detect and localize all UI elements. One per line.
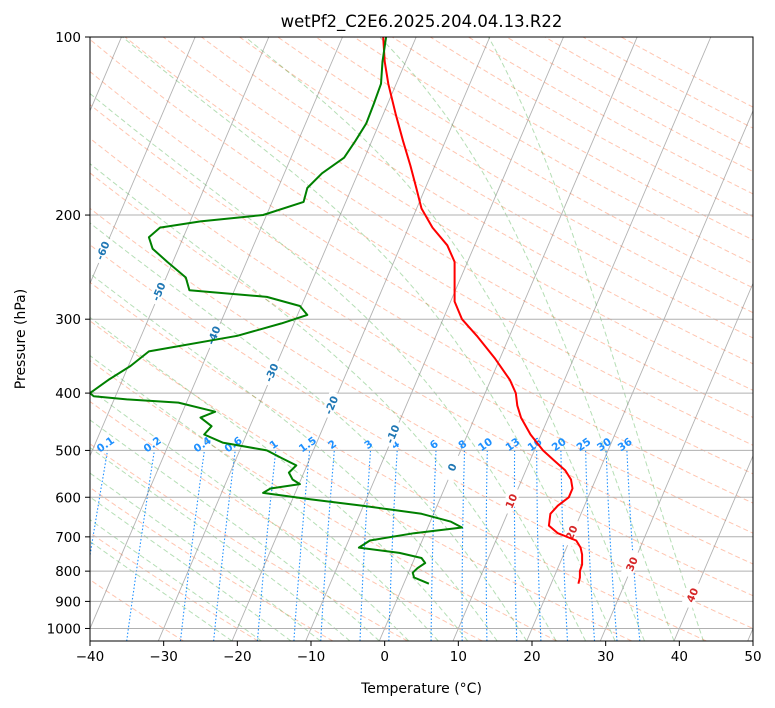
- sounding-profiles: [90, 37, 584, 585]
- isotherm: [90, 37, 196, 285]
- background-lines: [90, 37, 753, 641]
- isotherm-label-bg: [381, 419, 403, 449]
- isotherm-label: 0: [440, 452, 463, 482]
- moist-adiabat: [90, 355, 439, 641]
- isotherm-label-bg: [260, 358, 282, 387]
- dry-adiabat: [201, 37, 753, 365]
- dry-adiabat: [90, 532, 259, 641]
- isotherm-label-text: 30: [624, 555, 641, 573]
- dry-adiabat: [90, 244, 753, 630]
- dry-adiabat: [162, 37, 753, 391]
- temperature-line: [382, 37, 584, 584]
- isotherm: [378, 37, 638, 641]
- mixing-ratio-line: [213, 450, 236, 641]
- isotherm: [231, 37, 491, 641]
- pressure-grid: [90, 37, 753, 629]
- dry-adiabat: [90, 400, 483, 641]
- isotherm: [673, 454, 753, 641]
- x-axis-title: Temperature (°C): [360, 681, 482, 697]
- y-tick-label: 400: [55, 386, 81, 402]
- isotherm-label-bg: [147, 277, 169, 306]
- dry-adiabat: [90, 103, 753, 504]
- mixing-ratio-line: [430, 450, 437, 641]
- isotherm-label-text: 40: [685, 586, 702, 604]
- isotherm: [157, 37, 417, 641]
- moist-adiabat: [90, 472, 321, 641]
- isotherm-label-bg: [440, 452, 463, 482]
- moist-adiabat: [90, 388, 410, 641]
- x-tick-label: 40: [671, 649, 688, 665]
- isotherm: [305, 37, 564, 641]
- mixing-ratio-line: [605, 450, 618, 641]
- y-tick-label: 700: [55, 530, 81, 546]
- chart-title: wetPf2_C2E6.2025.204.04.13.R22: [281, 12, 563, 32]
- dry-adiabat: [90, 320, 632, 641]
- isotherm-label-bg: [320, 390, 342, 420]
- moist-adiabat: [90, 519, 262, 641]
- isotherm: [599, 282, 753, 641]
- y-tick-label: 1000: [47, 621, 81, 637]
- dry-adiabat: [124, 37, 753, 419]
- y-tick-label: 300: [55, 312, 81, 328]
- isotherm-label-text: 10: [504, 492, 521, 510]
- axes: −40 −30 −20 −10 0 10 20 30 40 5010020030040050060…: [47, 30, 762, 665]
- isotherm-label: 40: [680, 580, 703, 610]
- mixing-ratio-line: [359, 450, 372, 641]
- dry-adiabat: [90, 70, 753, 475]
- mixing-ratio-line: [388, 450, 398, 641]
- dry-adiabat: [90, 207, 753, 597]
- mixing-ratio-line: [461, 450, 466, 641]
- moist-adiabat: [90, 540, 233, 641]
- y-axis-title: Pressure (hPa): [13, 289, 29, 389]
- isotherm-label: 30: [620, 549, 642, 579]
- isotherm-label-bg: [500, 486, 522, 516]
- dewpoint-line: [90, 37, 463, 585]
- y-tick-label: 600: [55, 490, 81, 506]
- moist-adiabat: [379, 37, 675, 641]
- isotherm: [90, 37, 270, 458]
- isotherm-label-bg: [91, 235, 113, 265]
- y-tick-label: 900: [55, 594, 81, 610]
- x-tick-label: 0: [380, 649, 389, 665]
- dry-adiabat: [239, 37, 753, 339]
- moist-adiabat: [90, 163, 557, 641]
- isotherm-label-bg: [620, 549, 642, 579]
- x-tick-label: 20: [523, 649, 540, 665]
- isotherm-label-bg: [202, 320, 224, 350]
- y-tick-label: 500: [55, 443, 81, 459]
- x-tick-label: −10: [297, 649, 326, 665]
- mixing-ratio-line: [293, 450, 311, 641]
- x-tick-label: 10: [450, 649, 467, 665]
- x-tick-label: −40: [76, 649, 105, 665]
- y-tick-label: 100: [55, 30, 81, 46]
- plot-frame: [89, 36, 754, 642]
- isotherm-label-bg: [560, 518, 582, 547]
- isotherm-label: 10: [500, 486, 522, 516]
- dry-adiabat: [90, 137, 753, 534]
- isotherm-label-text: 0: [446, 462, 460, 473]
- isotherm-label-bg: [680, 580, 703, 610]
- moist-adiabat: [90, 273, 498, 641]
- mixing-ratio-line: [320, 450, 335, 641]
- y-tick-label: 200: [55, 208, 81, 224]
- mixing-ratio-line: [536, 450, 542, 641]
- moist-adiabat: [122, 37, 616, 641]
- x-tick-label: −20: [223, 649, 252, 665]
- mixing-ratio-line: [585, 450, 596, 641]
- mixing-ratio-line: [179, 450, 205, 641]
- x-tick-label: 50: [744, 649, 761, 665]
- dry-adiabat: [90, 172, 753, 565]
- isotherm: [452, 37, 712, 641]
- x-tick-label: −30: [149, 649, 178, 665]
- moist-adiabat: [90, 316, 469, 641]
- moist-adiabat: [90, 92, 587, 641]
- x-tick-label: 30: [597, 649, 614, 665]
- moist-adiabat: [90, 419, 380, 641]
- moist-adiabat: [90, 446, 351, 641]
- dry-adiabat: [90, 281, 707, 641]
- mixing-ratio-line: [560, 450, 569, 641]
- dry-adiabat: [90, 360, 558, 641]
- y-tick-label: 800: [55, 564, 81, 580]
